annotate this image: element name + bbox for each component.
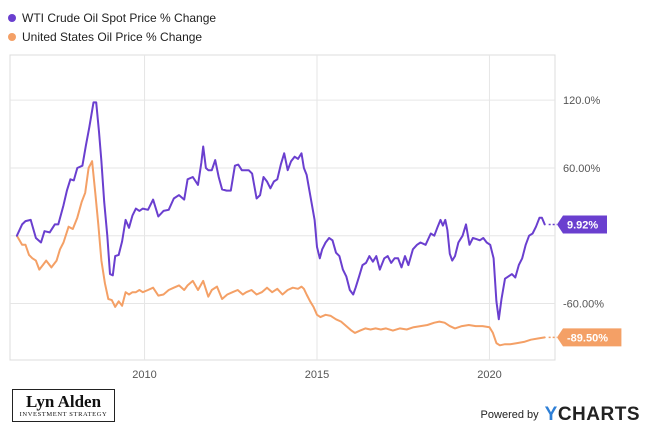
logo-subtitle: INVESTMENT STRATEGY xyxy=(19,411,108,418)
legend-label-us-oil: United States Oil Price % Change xyxy=(22,29,203,44)
y-axis: 120.0% 60.00% -60.00% xyxy=(563,95,604,310)
x-tick-label: 2020 xyxy=(477,369,501,381)
plot-frame xyxy=(9,54,556,361)
chart-grid xyxy=(9,54,556,361)
end-labels: 9.92% -89.50% xyxy=(548,215,622,347)
ycharts-logo: YCHARTS xyxy=(545,404,640,426)
legend-marker-wti xyxy=(8,13,16,22)
end-label-us-oil-box xyxy=(557,328,622,347)
ycharts-logo-text: CHARTS xyxy=(557,404,640,425)
series-line-us-oil xyxy=(15,160,546,347)
x-axis: 2010 2015 2020 xyxy=(132,369,501,381)
end-label-wti-box xyxy=(557,215,607,234)
x-tick-label: 2015 xyxy=(305,369,329,381)
end-label-us-oil-text: -89.50% xyxy=(567,332,608,344)
powered-by-ycharts[interactable]: Powered by YCHARTS xyxy=(481,404,640,426)
y-tick-label: -60.00% xyxy=(563,299,604,311)
y-tick-label: 60.00% xyxy=(563,163,601,175)
chart-legend: WTI Crude Oil Spot Price % Change United… xyxy=(8,8,216,46)
chart-series xyxy=(15,101,546,347)
ycharts-logo-y: Y xyxy=(544,404,558,425)
powered-by-text: Powered by xyxy=(480,409,539,421)
y-tick-label: 120.0% xyxy=(563,95,601,107)
legend-item-us-oil[interactable]: United States Oil Price % Change xyxy=(8,27,216,46)
series-line-wti xyxy=(15,101,546,321)
legend-marker-us-oil xyxy=(8,32,16,41)
legend-item-wti[interactable]: WTI Crude Oil Spot Price % Change xyxy=(8,8,216,27)
logo-name: Lyn Alden xyxy=(25,392,102,411)
x-tick-label: 2010 xyxy=(132,369,156,381)
lyn-alden-logo: Lyn Alden INVESTMENT STRATEGY xyxy=(12,389,115,422)
legend-label-wti: WTI Crude Oil Spot Price % Change xyxy=(22,10,217,25)
end-label-wti-text: 9.92% xyxy=(567,219,598,231)
